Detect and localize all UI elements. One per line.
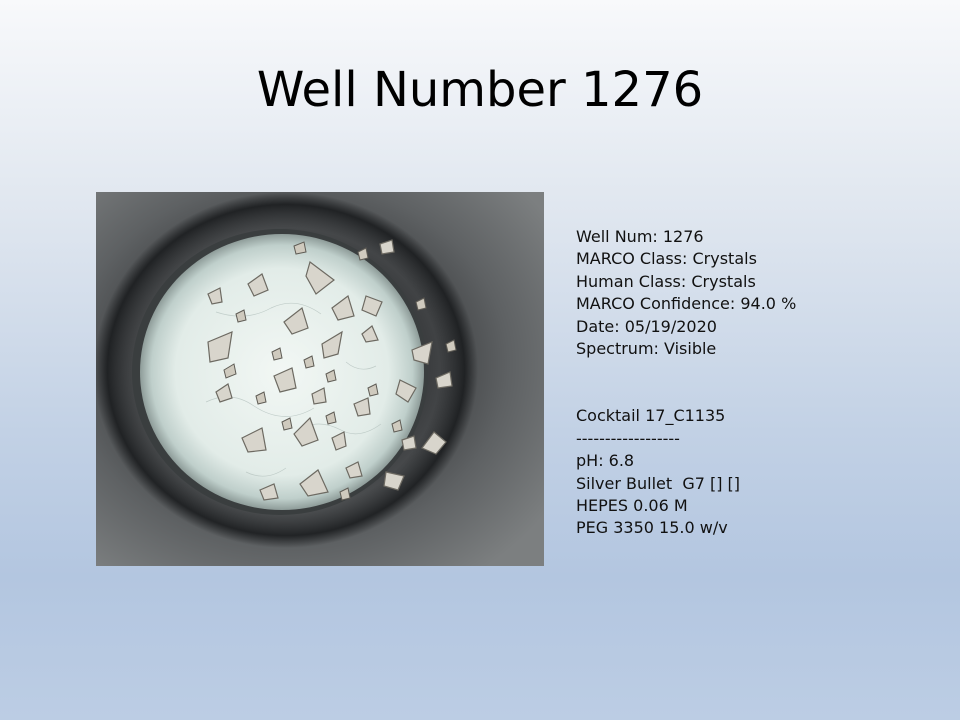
marco-class-text: MARCO Class: Crystals <box>576 249 757 269</box>
cocktail-divider: ------------------ <box>576 428 680 448</box>
spectrum-text: Spectrum: Visible <box>576 338 717 358</box>
ph-text: pH: 6.8 <box>576 451 635 471</box>
section-spacer <box>576 360 946 405</box>
well-info-panel: Well Num: 1276 MARCO Class: Crystals Hum… <box>576 226 946 540</box>
marco-confidence-text: MARCO Confidence: 94.0 % <box>576 294 797 314</box>
well-num-text: Well Num: 1276 <box>576 227 704 246</box>
date-text: Date: 05/19/2020 <box>576 316 717 336</box>
additive-text: Silver Bullet G7 [] [] <box>576 473 741 493</box>
buffer-text: HEPES 0.06 M <box>576 495 688 515</box>
human-class-text: Human Class: Crystals <box>576 271 756 291</box>
slide-title: Well Number 1276 <box>256 62 704 118</box>
cocktail-name-text: Cocktail 17_C1135 <box>576 406 726 426</box>
well-crystal-photo <box>96 192 544 566</box>
precipitant-text: PEG 3350 15.0 w/v <box>576 518 728 538</box>
